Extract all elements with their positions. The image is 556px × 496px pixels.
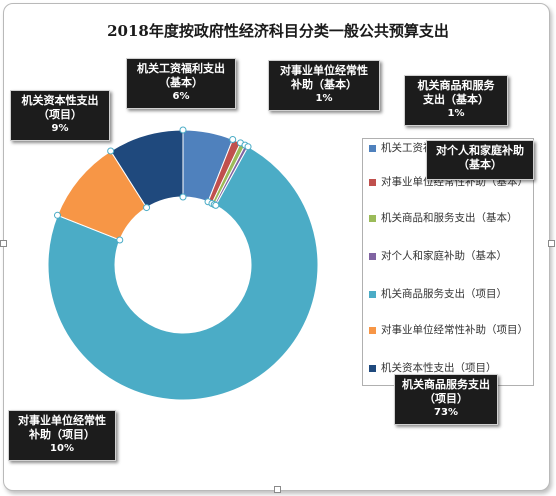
- data-label-capital-project[interactable]: 机关资本性支出 （项目） 9%: [10, 90, 110, 141]
- legend-swatch: [369, 327, 376, 334]
- legend-item-goods-project[interactable]: 机关商品服务支出（项目）: [369, 287, 529, 302]
- selection-handle-12[interactable]: [107, 147, 115, 155]
- donut-slice-4[interactable]: [47, 146, 319, 401]
- legend-item-goods-basic[interactable]: 机关商品和服务支出（基本）: [369, 211, 529, 226]
- legend-item-subsidy-project[interactable]: 对事业单位经常性补助（项目）: [369, 323, 529, 338]
- resize-handle-right[interactable]: [548, 240, 555, 247]
- data-label-percent: 10%: [50, 443, 74, 454]
- data-label-goods-basic[interactable]: 机关商品和服务 支出（基本） 1%: [404, 75, 508, 126]
- legend-swatch: [369, 365, 376, 372]
- data-label-line: （基本）: [458, 158, 502, 171]
- data-label-percent: 6%: [172, 91, 190, 102]
- data-label-percent: 1%: [447, 108, 465, 119]
- data-label-goods-project[interactable]: 机关商品服务支出 （项目） 73%: [394, 374, 498, 425]
- data-label-line: 机关工资福利支出: [137, 62, 225, 75]
- selection-handle-10[interactable]: [53, 211, 61, 219]
- data-label-line: 支出（基本）: [423, 93, 489, 106]
- data-label-personal-basic[interactable]: 对个人和家庭补助 （基本）: [426, 140, 534, 180]
- legend-swatch: [369, 145, 376, 152]
- legend-swatch: [369, 253, 376, 260]
- legend-item-personal-basic[interactable]: 对个人和家庭补助（基本）: [369, 249, 529, 264]
- selection-handle-11[interactable]: [116, 236, 124, 244]
- legend-swatch: [369, 179, 376, 186]
- data-label-subsidy-basic[interactable]: 对事业单位经常性 补助（基本） 1%: [268, 60, 380, 111]
- data-label-line: （基本）: [159, 76, 203, 89]
- legend-item-capital-project[interactable]: 机关资本性支出（项目）: [369, 361, 529, 376]
- legend-label: 对事业单位经常性补助（项目）: [381, 324, 528, 336]
- data-label-wage-basic[interactable]: 机关工资福利支出 （基本） 6%: [126, 58, 236, 109]
- data-label-percent: 9%: [51, 123, 69, 134]
- data-label-percent: 1%: [315, 93, 333, 104]
- data-label-line: 机关商品服务支出: [402, 378, 490, 391]
- data-label-line: 补助（项目）: [29, 428, 95, 441]
- data-label-line: 补助（基本）: [291, 78, 357, 91]
- selection-handle-2[interactable]: [229, 135, 237, 143]
- legend-label: 机关资本性支出（项目）: [381, 362, 497, 374]
- selection-handle-8[interactable]: [244, 143, 252, 151]
- legend-swatch: [369, 215, 376, 222]
- resize-handle-bottom[interactable]: [274, 486, 281, 493]
- selection-handle-9[interactable]: [212, 201, 220, 209]
- legend-label: 对个人和家庭补助（基本）: [381, 250, 507, 262]
- selection-handle-13[interactable]: [143, 204, 151, 212]
- data-label-line: （项目）: [38, 108, 82, 121]
- resize-handle-left[interactable]: [0, 240, 7, 247]
- data-label-line: （项目）: [424, 392, 468, 405]
- data-label-line: 对个人和家庭补助: [436, 144, 524, 157]
- data-label-line: 对事业单位经常性: [18, 414, 106, 427]
- selection-handle-0[interactable]: [179, 126, 187, 134]
- data-label-percent: 73%: [434, 407, 458, 418]
- selection-handle-1[interactable]: [179, 193, 187, 201]
- data-label-line: 机关商品和服务: [417, 79, 495, 92]
- legend-swatch: [369, 291, 376, 298]
- legend-label: 机关商品服务支出（项目）: [381, 288, 507, 300]
- data-label-line: 对事业单位经常性: [280, 64, 368, 77]
- data-label-line: 机关资本性支出: [21, 94, 99, 107]
- legend-label: 机关商品和服务支出（基本）: [381, 212, 518, 224]
- data-label-subsidy-project[interactable]: 对事业单位经常性 补助（项目） 10%: [8, 410, 116, 461]
- chart-title: 2018年度按政府性经济科目分类一般公共预算支出: [107, 22, 449, 40]
